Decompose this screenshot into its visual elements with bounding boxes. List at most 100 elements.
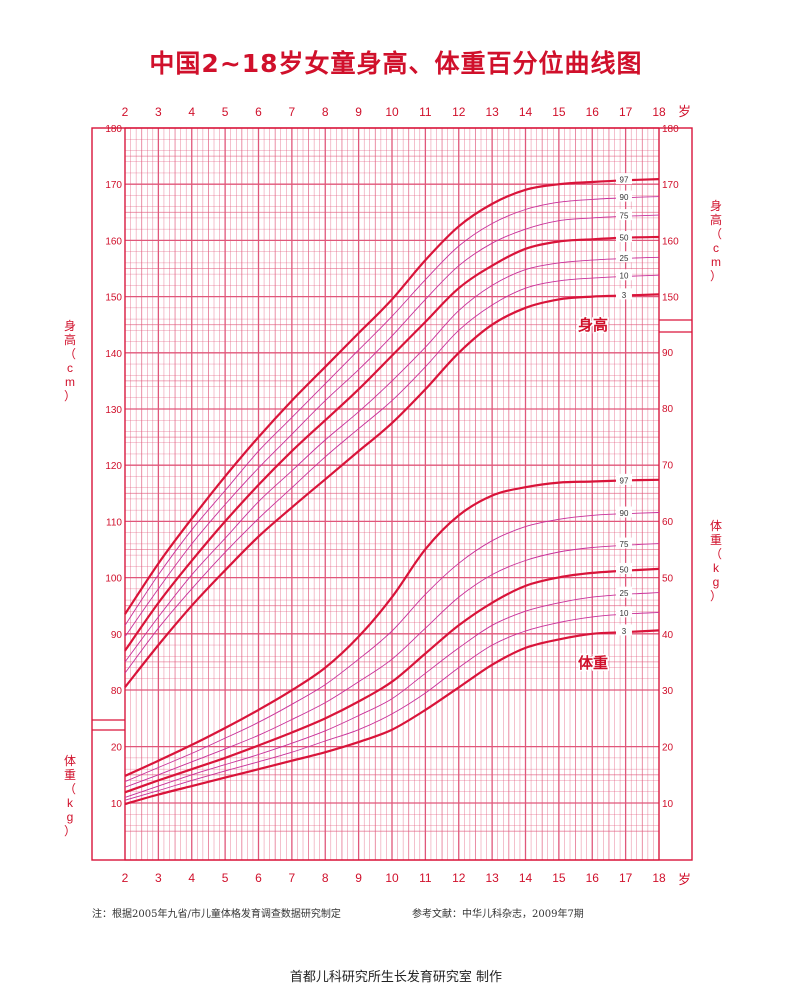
height-axis-title-left: m	[65, 375, 75, 389]
x-tick-label-top: 3	[155, 105, 162, 119]
weight-percentile-label: 90	[620, 509, 629, 518]
x-tick-label-top: 5	[222, 105, 229, 119]
height-axis-title-right: 高	[710, 212, 722, 227]
reference-text: 参考文献：中华儿科杂志，2009年7期	[412, 909, 584, 920]
weight-region-label: 体重	[578, 654, 608, 672]
height-tick-label-left: 80	[111, 686, 123, 697]
weight-axis-title-right: 体	[710, 519, 722, 533]
weight-axis-title-left: 体	[64, 754, 76, 768]
x-tick-label-top: 10	[385, 105, 399, 119]
height-axis-title-right: 身	[710, 198, 722, 213]
weight-axis-title-right: g	[713, 575, 720, 589]
height-curve-p90	[124, 196, 660, 626]
weight-percentile-label-bg	[615, 473, 632, 485]
height-tick-label-left: 100	[105, 574, 122, 585]
height-tick-label-left: 110	[106, 517, 122, 528]
weight-percentile-label: 50	[620, 565, 629, 574]
x-tick-label-bottom: 10	[385, 871, 399, 885]
height-curve-p97	[124, 178, 660, 615]
weight-tick-label-right: 80	[662, 404, 674, 415]
weight-percentile-label: 75	[620, 540, 629, 549]
weight-axis-title-left: g	[67, 810, 74, 824]
height-tick-label-right: 160	[662, 236, 679, 247]
height-axis-title-left: （	[64, 347, 76, 361]
weight-axis-title-left: ）	[64, 824, 76, 838]
x-tick-label-top: 14	[519, 105, 533, 119]
weight-tick-label-right: 20	[662, 743, 674, 754]
height-percentile-label-bg	[615, 173, 632, 185]
height-tick-label-right: 180	[662, 124, 679, 135]
x-tick-label-bottom: 15	[552, 871, 566, 885]
plot-frame	[124, 127, 660, 861]
weight-curve-p50	[124, 567, 660, 794]
x-tick-label-top: 6	[255, 105, 262, 119]
weight-tick-label-right: 50	[662, 573, 674, 584]
x-tick-label-bottom: 6	[255, 871, 262, 885]
weight-percentile-label-bg	[615, 506, 632, 518]
weight-tick-label-right: 60	[662, 517, 674, 528]
weight-curve-p25	[124, 592, 660, 798]
weight-tick-label-right: 30	[662, 686, 674, 697]
height-percentile-label-bg	[615, 190, 632, 202]
height-tick-label-left: 150	[105, 293, 122, 304]
weight-axis-title-right: k	[713, 561, 720, 575]
weight-percentile-label-bg	[615, 586, 632, 598]
weight-axis-title-right: （	[710, 547, 722, 561]
height-curve-p75	[124, 214, 660, 637]
x-tick-label-bottom: 2	[122, 871, 129, 885]
x-tick-label-bottom: 16	[586, 871, 600, 885]
height-percentile-label: 97	[620, 176, 629, 185]
x-tick-label-bottom: 11	[419, 871, 432, 885]
weight-tick-label-right: 70	[662, 461, 674, 472]
height-axis-title-right: ）	[710, 269, 722, 283]
weight-percentile-label: 3	[622, 627, 627, 636]
weight-percentile-label: 10	[620, 609, 629, 618]
x-tick-label-top: 7	[289, 105, 296, 119]
weight-axis-title-left: （	[64, 782, 76, 796]
x-tick-label-top: 15	[552, 105, 566, 119]
x-tick-label-bottom: 4	[188, 871, 195, 885]
label-layer: 2 2 3 3 4 4 5 5 6 6 7 7 8 8 9 9 10 10 11 11 12 12 13 13 14 14 15 15…	[64, 104, 722, 887]
x-unit-label-bottom: 岁	[678, 872, 691, 887]
page-title: 中国2~18岁女童身高、体重百分位曲线图	[149, 49, 643, 78]
height-percentile-label: 25	[620, 254, 629, 263]
height-percentile-label-bg	[615, 288, 632, 300]
height-percentile-label: 50	[620, 234, 629, 243]
height-percentile-label: 3	[622, 291, 627, 300]
height-curve-p3	[124, 293, 660, 688]
weight-tick-label-right: 10	[662, 799, 674, 810]
weight-percentile-label: 97	[620, 476, 629, 485]
footer-text: 首都儿科研究所生长发育研究室 制作	[289, 970, 503, 985]
weight-axis-title-left: k	[67, 796, 74, 810]
height-tick-label-left: 130	[105, 405, 122, 416]
weight-tick-label-right: 90	[662, 348, 674, 359]
x-tick-label-bottom: 12	[452, 871, 466, 885]
x-tick-label-bottom: 18	[652, 871, 666, 885]
x-tick-label-top: 8	[322, 105, 329, 119]
height-tick-label-left: 140	[105, 349, 122, 360]
height-tick-label-left: 180	[105, 124, 122, 135]
x-tick-label-bottom: 7	[289, 871, 296, 885]
weight-percentile-label-bg	[615, 606, 632, 618]
height-percentile-label-bg	[615, 269, 632, 281]
height-axis-title-right: m	[711, 255, 721, 269]
x-tick-label-top: 17	[619, 105, 633, 119]
x-tick-label-top: 11	[419, 105, 432, 119]
x-tick-label-bottom: 9	[355, 871, 362, 885]
x-tick-label-bottom: 5	[222, 871, 229, 885]
height-tick-label-left: 120	[105, 461, 122, 472]
height-axis-title-left: c	[67, 361, 73, 375]
height-percentile-label: 10	[620, 272, 629, 281]
curve-layer	[124, 178, 660, 806]
height-curve-p50	[124, 235, 660, 652]
weight-tick-label-right: 40	[662, 630, 674, 641]
weight-axis-title-right: 重	[710, 533, 722, 547]
weight-curve-p75	[124, 543, 660, 788]
x-unit-label-top: 岁	[678, 104, 691, 119]
weight-percentile-label-bg	[615, 562, 632, 574]
height-axis-title-left: 身	[64, 318, 76, 333]
x-tick-label-top: 13	[485, 105, 499, 119]
frame-layer	[91, 127, 693, 861]
height-percentile-label: 75	[620, 212, 629, 221]
